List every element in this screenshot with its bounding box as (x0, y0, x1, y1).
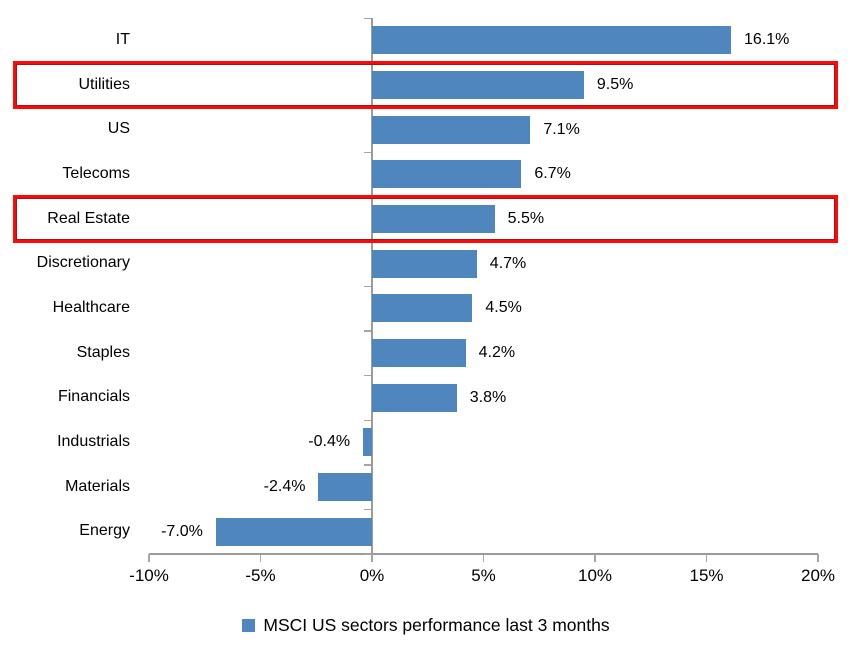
value-label-discretionary: 4.7% (489, 254, 527, 272)
y-axis-tick (364, 419, 371, 421)
bar-energy (215, 517, 372, 546)
value-label-industrials: -0.4% (308, 433, 351, 451)
value-label-staples: 4.2% (478, 344, 516, 361)
highlight-box-real-estate (13, 195, 838, 243)
y-axis-tick (364, 374, 371, 377)
x-axis-tick-label: 20% (800, 566, 836, 585)
value-label-financials: 3.8% (469, 388, 507, 406)
bar-it (372, 26, 732, 55)
category-label-energy: Energy (79, 522, 130, 540)
category-label-staples: Staples (76, 343, 130, 361)
y-axis-line (371, 18, 373, 554)
x-axis-tick-label: 0% (359, 566, 385, 585)
x-axis-tick (259, 554, 262, 562)
x-axis-tick-label: -10% (129, 566, 169, 585)
x-axis-tick-label: -5% (245, 566, 276, 585)
highlight-box-utilities (13, 61, 838, 109)
category-label-financials: Financials (57, 388, 130, 406)
value-label-energy: -7.0% (161, 522, 203, 540)
bar-telecoms (372, 160, 522, 189)
bar-industrials (363, 428, 372, 457)
bar-staples (372, 339, 466, 367)
legend-label: MSCI US sectors performance last 3 month… (263, 614, 610, 635)
x-axis-tick (371, 554, 373, 562)
x-axis-tick-label: 5% (471, 566, 496, 585)
category-label-industrials: Industrials (57, 433, 130, 450)
bar-discretionary (372, 249, 477, 278)
value-label-healthcare: 4.5% (485, 299, 522, 317)
x-axis-tick-label: 15% (689, 566, 724, 585)
value-label-real-estate: 5.5% (507, 210, 545, 227)
legend-marker-square (242, 618, 256, 632)
value-label-materials: -2.4% (263, 478, 306, 495)
x-axis-tick (705, 554, 708, 562)
category-label-utilities: Utilities (78, 75, 130, 93)
y-axis-tick (364, 151, 371, 153)
y-axis-tick (364, 553, 371, 555)
chart-legend: MSCI US sectors performance last 3 month… (0, 612, 852, 638)
bar-us (372, 115, 531, 144)
bar-utilities (372, 71, 584, 99)
y-axis-tick (364, 17, 371, 19)
value-label-us: 7.1% (543, 120, 580, 138)
category-label-discretionary: Discretionary (36, 254, 130, 272)
category-label-us: US (107, 120, 130, 138)
category-label-it: IT (115, 31, 130, 48)
category-label-real-estate: Real Estate (47, 209, 130, 227)
value-label-utilities: 9.5% (596, 76, 634, 93)
category-label-telecoms: Telecoms (62, 165, 130, 182)
y-axis-tick (364, 285, 371, 287)
bar-materials (318, 473, 372, 501)
x-axis-tick (482, 554, 485, 562)
category-label-materials: Materials (65, 477, 130, 495)
category-label-healthcare: Healthcare (52, 299, 130, 316)
y-axis-tick (364, 330, 371, 332)
y-axis-tick (364, 508, 371, 511)
x-axis-tick (148, 554, 150, 562)
x-axis-tick-label: 10% (577, 566, 613, 585)
y-axis-tick (364, 464, 371, 466)
bar-real-estate (372, 205, 495, 233)
value-label-it: 16.1% (744, 31, 790, 49)
bar-financials (372, 383, 457, 412)
value-label-telecoms: 6.7% (534, 165, 571, 183)
x-axis-tick (817, 554, 819, 562)
bar-healthcare (372, 294, 473, 323)
x-axis-tick (594, 554, 596, 562)
